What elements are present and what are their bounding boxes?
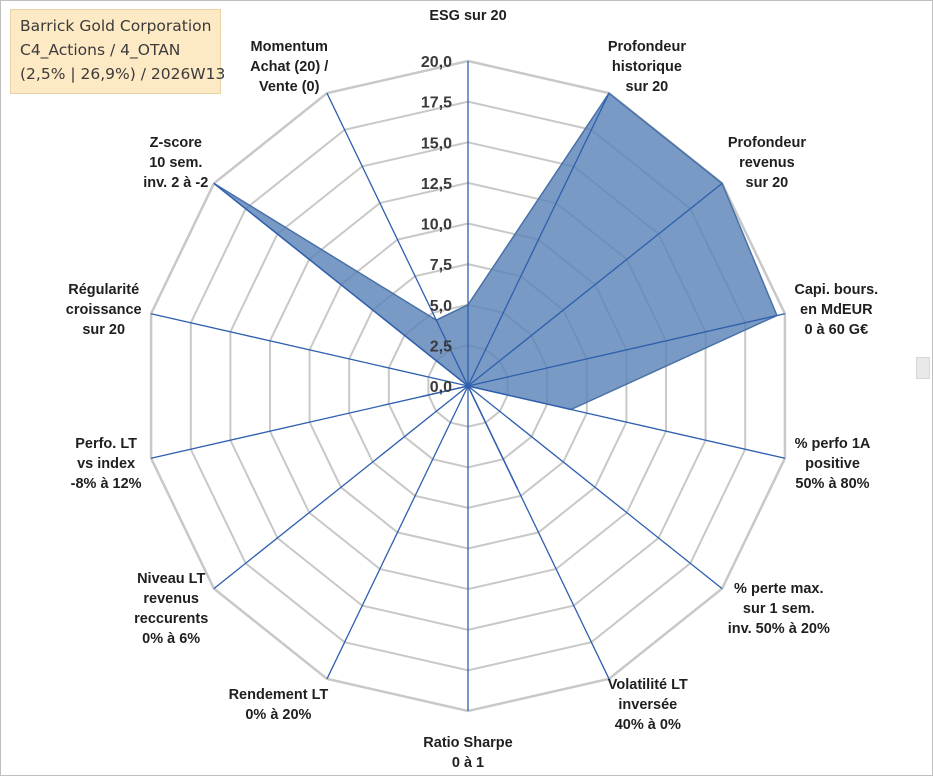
axis-label-1: Profondeur historique sur 20 [608,39,686,95]
scroll-handle[interactable] [916,357,930,379]
axis-label-13: Momentum Achat (20) / Vente (0) [250,39,328,95]
security-info-box: Barrick Gold Corporation C4_Actions / 4_… [10,9,221,94]
axis-label-line: ESG sur 20 [429,8,506,24]
axis-label-line: 0 à 60 G€ [804,322,868,338]
axis-label-6: Volatilité LT inversée 40% à 0% [608,677,688,733]
axis-label-7: Ratio Sharpe 0 à 1 [423,735,512,771]
axis-label-line: -8% à 12% [71,476,142,492]
axis-label-line: Rendement LT [229,687,329,703]
axis-label-line: Achat (20) / [250,59,328,75]
axis-label-line: Z-score [150,135,202,151]
tick-label: 0,0 [430,379,452,396]
tick-label: 20,0 [421,54,452,71]
score-week: (2,5% | 26,9%) / 2026W13 [20,62,220,86]
axis-label-line: 0% à 6% [142,631,200,647]
axis-label-line: inv. 2 à -2 [143,175,208,191]
tick-label: 2,5 [430,338,452,355]
axis-label-line: Volatilité LT [608,677,688,693]
tick-label: 15,0 [421,135,452,152]
axis-label-line: Momentum [251,39,328,55]
axis-label-0: Note ESG sur 20 [429,1,506,24]
axis-label-line: 0% à 20% [245,707,311,723]
axis-label-line: sur 1 sem. [743,601,815,617]
axis-label-line: 0 à 1 [452,755,484,771]
axis-label-line: revenus [143,591,199,607]
axis-label-5: % perte max. sur 1 sem. inv. 50% à 20% [728,581,830,637]
axis-label-10: Perfo. LT vs index -8% à 12% [71,436,142,492]
axis-label-3: Capi. bours. en MdEUR 0 à 60 G€ [794,282,878,338]
series-area [214,93,777,488]
tick-label: 17,5 [421,95,452,112]
axis-label-line: Profondeur [728,135,806,151]
axis-label-12: Z-score 10 sem. inv. 2 à -2 [143,135,208,191]
axis-label-line: vs index [77,456,135,472]
axis-label-line: Niveau LT [137,571,205,587]
axis-label-line: revenus [739,155,795,171]
axis-label-line: reccurents [134,611,208,627]
axis-label-line: Régularité [68,282,139,298]
tick-label: 7,5 [430,257,452,274]
axis-label-line: croissance [66,302,142,318]
axis-label-2: Profondeur revenus sur 20 [728,135,806,191]
axis-label-line: sur 20 [746,175,789,191]
axis-label-line: sur 20 [626,79,669,95]
axis-label-line: 10 sem. [149,155,202,171]
axis-label-line: en MdEUR [800,302,873,318]
axis-label-line: Profondeur [608,39,686,55]
radar-series [214,93,777,488]
axis-label-line: Ratio Sharpe [423,735,512,751]
axis-label-line: 40% à 0% [615,717,681,733]
axis-label-line: Note [452,1,484,4]
axis-label-line: inversée [618,697,677,713]
axis-label-4: % perfo 1A positive 50% à 80% [795,436,871,492]
tick-label: 10,0 [421,217,452,234]
axis-label-line: % perfo 1A [795,436,871,452]
axis-spoke-6 [468,386,609,679]
axis-label-11: Régularité croissance sur 20 [66,282,142,338]
axis-label-line: sur 20 [82,322,125,338]
axis-label-line: historique [612,59,682,75]
company-name: Barrick Gold Corporation [20,14,220,38]
axis-label-line: positive [805,456,860,472]
axis-label-line: 50% à 80% [795,476,869,492]
axis-label-line: inv. 50% à 20% [728,621,830,637]
axis-label-8: Rendement LT 0% à 20% [229,687,329,723]
axis-label-9: Niveau LT revenus reccurents 0% à 6% [134,571,208,647]
axis-label-line: Capi. bours. [794,282,878,298]
axis-label-line: Perfo. LT [75,436,137,452]
axis-label-line: Vente (0) [259,79,320,95]
tick-label: 5,0 [430,298,452,315]
axis-label-line: % perte max. [734,581,823,597]
axis-spoke-8 [327,386,468,679]
portfolio-category: C4_Actions / 4_OTAN [20,38,220,62]
tick-label: 12,5 [421,176,452,193]
